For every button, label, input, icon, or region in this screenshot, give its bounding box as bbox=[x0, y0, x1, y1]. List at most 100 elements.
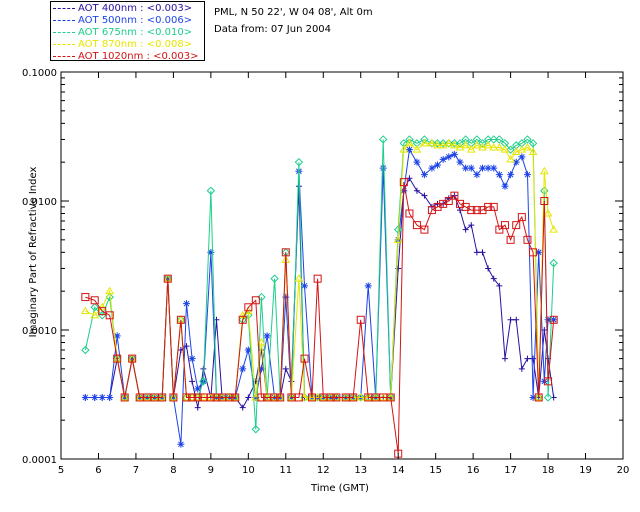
data-point bbox=[468, 222, 475, 229]
data-point bbox=[128, 354, 137, 363]
data-point bbox=[257, 393, 266, 402]
plot-frame bbox=[60, 71, 624, 460]
data-point bbox=[169, 393, 178, 402]
data-point bbox=[496, 282, 503, 289]
data-point bbox=[445, 153, 453, 161]
legend-item-675: AOT 675nm : <0.010> bbox=[53, 27, 192, 39]
data-point bbox=[239, 404, 246, 411]
data-point bbox=[356, 393, 365, 402]
data-point bbox=[518, 365, 525, 372]
data-point bbox=[163, 274, 172, 283]
data-point bbox=[206, 393, 215, 402]
data-point bbox=[364, 282, 372, 290]
data-point bbox=[157, 392, 167, 401]
data-point bbox=[326, 393, 335, 402]
data-point bbox=[90, 310, 100, 319]
series-line bbox=[84, 138, 555, 430]
data-point bbox=[450, 191, 459, 200]
data-point bbox=[183, 300, 191, 308]
data-point bbox=[483, 135, 493, 144]
data-point bbox=[287, 392, 296, 401]
data-point bbox=[529, 393, 537, 401]
data-point bbox=[105, 311, 114, 320]
data-point bbox=[239, 365, 247, 373]
data-point bbox=[478, 139, 487, 148]
data-point bbox=[534, 393, 543, 402]
data-point bbox=[120, 392, 130, 401]
data-point bbox=[356, 392, 366, 401]
x-axis-label: Time (GMT) bbox=[310, 483, 369, 494]
data-point bbox=[300, 354, 309, 363]
data-point bbox=[550, 316, 558, 324]
data-point bbox=[238, 315, 247, 324]
series-line bbox=[85, 182, 555, 454]
data-point bbox=[512, 221, 521, 230]
data-point bbox=[90, 296, 99, 305]
legend-label-675: AOT 675nm : <0.010> bbox=[78, 27, 193, 38]
data-point bbox=[105, 286, 115, 295]
data-point bbox=[438, 139, 448, 148]
data-point bbox=[472, 140, 482, 149]
data-point bbox=[523, 142, 532, 151]
series-aot-1020nm bbox=[81, 178, 558, 458]
data-point bbox=[199, 377, 208, 386]
data-point bbox=[420, 171, 428, 179]
data-point bbox=[513, 316, 520, 323]
data-point bbox=[489, 142, 499, 151]
data-point bbox=[294, 393, 303, 402]
data-point bbox=[549, 258, 558, 268]
legend-swatch-870 bbox=[53, 43, 75, 45]
legend-label-400: AOT 400nm : <0.003> bbox=[78, 3, 193, 14]
data-point bbox=[81, 393, 89, 401]
data-point bbox=[544, 316, 552, 324]
data-point bbox=[434, 161, 442, 169]
data-point bbox=[461, 135, 470, 144]
data-point bbox=[405, 138, 414, 147]
data-point bbox=[528, 147, 538, 155]
data-point bbox=[549, 225, 559, 233]
data-point bbox=[472, 206, 481, 215]
data-point bbox=[189, 378, 196, 385]
data-point bbox=[489, 135, 498, 144]
data-point bbox=[427, 138, 437, 147]
data-point bbox=[534, 392, 544, 401]
legend-item-500: AOT 500nm : <0.006> bbox=[53, 15, 192, 27]
data-point bbox=[479, 164, 486, 172]
data-point bbox=[412, 145, 422, 153]
data-point bbox=[308, 393, 317, 402]
series-aot-500nm bbox=[81, 146, 558, 448]
x-tick-label: 8 bbox=[170, 465, 176, 476]
data-point bbox=[282, 293, 290, 301]
data-point bbox=[332, 393, 341, 402]
x-tick-label: 12 bbox=[317, 465, 330, 476]
data-point bbox=[450, 150, 458, 158]
data-point bbox=[479, 249, 486, 256]
x-tick-label: 20 bbox=[617, 465, 630, 476]
data-point bbox=[462, 164, 470, 172]
data-point bbox=[150, 392, 160, 401]
data-point bbox=[489, 202, 498, 211]
data-point bbox=[81, 293, 90, 302]
data-point bbox=[544, 377, 553, 386]
data-point bbox=[506, 154, 515, 163]
data-point bbox=[438, 140, 448, 149]
y-tick-label: 0.1000 bbox=[22, 68, 57, 79]
data-point bbox=[371, 392, 381, 401]
data-point bbox=[518, 153, 526, 161]
data-point bbox=[270, 393, 279, 402]
data-point bbox=[495, 171, 503, 179]
data-point bbox=[523, 171, 531, 179]
data-point bbox=[194, 385, 202, 393]
data-point bbox=[500, 145, 510, 153]
data-point bbox=[135, 392, 145, 401]
data-point bbox=[500, 221, 509, 230]
data-point bbox=[81, 345, 90, 355]
data-point bbox=[529, 248, 538, 257]
data-point bbox=[206, 186, 216, 195]
data-point bbox=[399, 145, 409, 153]
data-point bbox=[462, 226, 469, 233]
data-point bbox=[540, 197, 549, 205]
data-point bbox=[413, 158, 421, 166]
data-point bbox=[193, 393, 202, 402]
legend-item-870: AOT 870nm : <0.008> bbox=[53, 39, 192, 51]
